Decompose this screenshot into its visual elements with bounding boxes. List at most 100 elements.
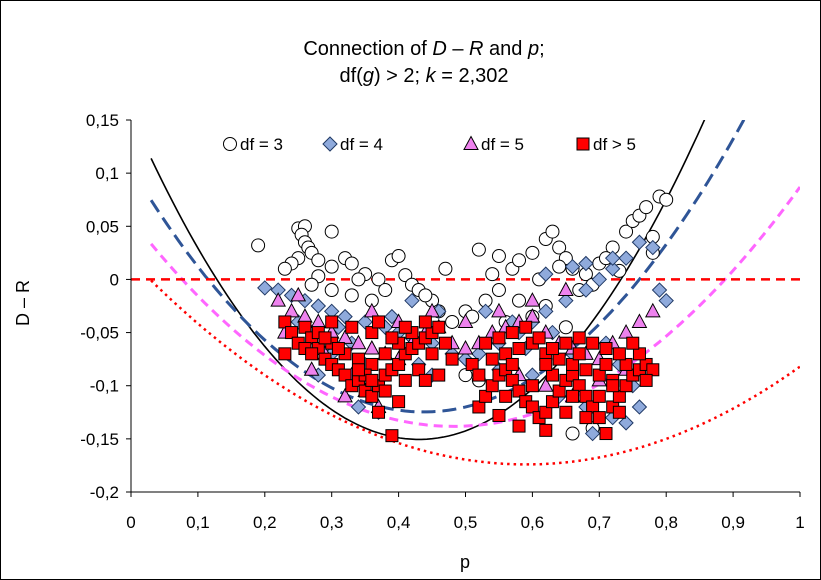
- data-point-square: [592, 368, 606, 382]
- y-tick-label: -0,1: [90, 377, 119, 396]
- x-tick-label: 0,7: [587, 513, 611, 532]
- data-point-square: [559, 405, 573, 419]
- data-point-square: [278, 315, 292, 329]
- data-point-square: [479, 389, 493, 403]
- data-point-circle: [311, 253, 326, 268]
- data-point-circle: [324, 259, 339, 274]
- data-point-square: [612, 347, 626, 361]
- data-point-square: [532, 331, 546, 345]
- data-point-square: [365, 389, 379, 403]
- data-point-square: [525, 400, 539, 414]
- data-point-diamond: [310, 298, 327, 314]
- trend-curve-dot: [150, 279, 800, 466]
- x-tick-label: 1: [795, 513, 804, 532]
- data-point-square: [378, 347, 392, 361]
- data-point-circle: [485, 267, 500, 282]
- data-point-triangle: [631, 313, 648, 328]
- y-tick-label: 0,1: [95, 164, 119, 183]
- data-point-square: [372, 315, 386, 329]
- data-point-triangle: [558, 281, 574, 297]
- data-point-square: [492, 331, 506, 345]
- data-point-square: [472, 368, 486, 382]
- data-point-triangle: [283, 302, 300, 318]
- data-point-square: [525, 379, 539, 393]
- data-point-square: [298, 320, 312, 334]
- data-point-triangle: [303, 361, 320, 376]
- data-point-square: [512, 419, 526, 433]
- data-point-square: [539, 405, 553, 419]
- y-tick-label: 0: [110, 270, 119, 289]
- data-point-square: [512, 384, 526, 398]
- data-point-diamond: [578, 282, 594, 298]
- data-point-square: [425, 347, 439, 361]
- data-point-square: [599, 357, 613, 371]
- data-point-square: [552, 384, 566, 398]
- data-point-square: [619, 357, 633, 371]
- data-point-circle: [512, 253, 527, 268]
- data-point-triangle: [290, 286, 307, 302]
- data-point-square: [318, 331, 332, 345]
- data-point-square: [418, 373, 432, 387]
- data-point-square: [492, 408, 506, 422]
- data-point-square: [412, 363, 426, 377]
- data-point-square: [338, 368, 352, 382]
- data-point-triangle: [524, 292, 541, 307]
- data-point-triangle: [491, 302, 507, 318]
- data-point-diamond: [618, 415, 634, 431]
- data-point-circle: [552, 240, 567, 255]
- data-point-square: [586, 400, 600, 414]
- data-point-triangle: [270, 292, 287, 307]
- data-point-square: [579, 411, 593, 425]
- data-point-square: [505, 373, 519, 387]
- data-point-square: [586, 336, 600, 350]
- data-point-square: [385, 429, 399, 443]
- x-tick-label: 0,9: [721, 513, 745, 532]
- data-point-diamond: [631, 234, 648, 250]
- data-point-diamond: [591, 271, 608, 288]
- data-point-square: [432, 368, 446, 382]
- data-point-square: [485, 379, 499, 393]
- data-point-square: [572, 379, 586, 393]
- x-tick-label: 0,4: [387, 513, 411, 532]
- data-point-diamond: [350, 399, 367, 415]
- x-tick-label: 0,1: [186, 513, 210, 532]
- data-point-diamond: [604, 250, 621, 266]
- data-point-square: [519, 320, 533, 334]
- data-point-square: [505, 326, 519, 340]
- data-point-square: [599, 342, 613, 356]
- data-point-square: [325, 315, 339, 329]
- data-point-square: [278, 347, 292, 361]
- data-point-circle: [351, 272, 366, 287]
- data-point-triangle: [537, 377, 554, 392]
- data-point-diamond: [651, 282, 668, 298]
- data-point-triangle: [350, 334, 367, 350]
- data-point-circle: [491, 283, 506, 298]
- data-point-diamond: [404, 292, 420, 309]
- data-point-square: [592, 389, 606, 403]
- legend-label: df = 4: [340, 135, 383, 154]
- legend: df = 3 df = 4 df = 5 df > 5: [223, 135, 636, 154]
- data-point-circle: [391, 249, 406, 264]
- legend-label: df > 5: [593, 135, 636, 154]
- data-point-triangle: [424, 302, 440, 318]
- data-point-diamond: [558, 292, 574, 309]
- data-point-square: [566, 389, 580, 403]
- data-point-circle: [344, 288, 359, 303]
- y-axis-label: D – R: [13, 280, 33, 326]
- data-point-square: [465, 357, 479, 371]
- data-point-circle: [277, 261, 292, 276]
- data-point-square: [512, 342, 526, 356]
- data-point-square: [639, 373, 653, 387]
- x-axis-label: p: [460, 552, 470, 572]
- y-tick-label: -0,15: [80, 430, 119, 449]
- data-point-square: [365, 373, 379, 387]
- data-point-square: [392, 395, 406, 409]
- data-point-square: [365, 357, 379, 371]
- data-point-square: [539, 423, 553, 437]
- data-point-square: [646, 363, 660, 377]
- data-point-circle: [639, 200, 654, 215]
- data-point-circle: [619, 224, 634, 239]
- data-point-square: [572, 347, 586, 361]
- data-point-circle: [565, 426, 580, 441]
